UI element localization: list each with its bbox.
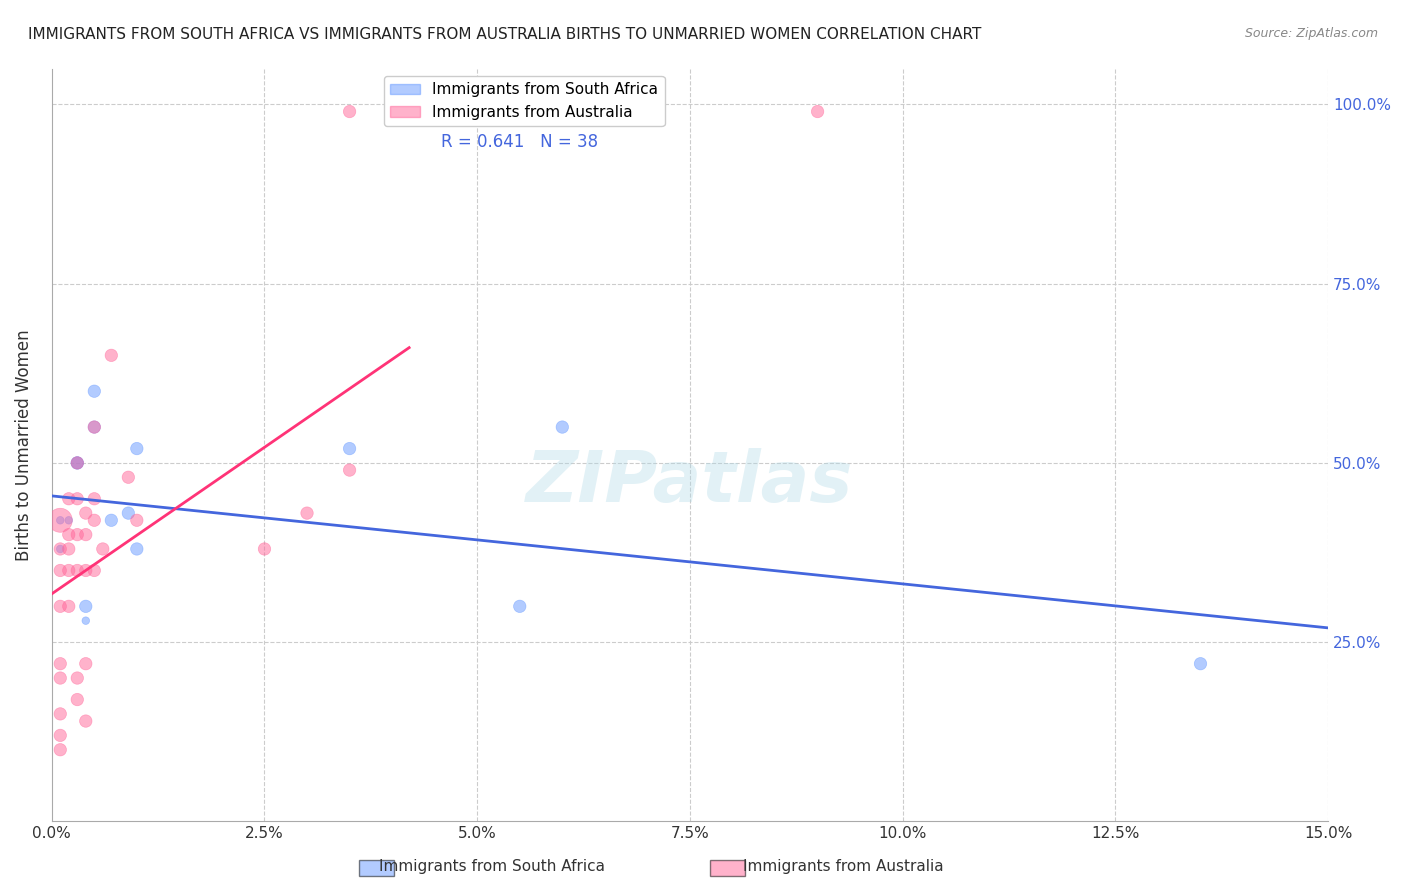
Point (75, 614, 97, 628)
Point (339, 442, 361, 456)
Point (49, 671, 72, 685)
Point (125, 541, 148, 556)
Point (551, 420, 574, 434)
Point (339, 463, 361, 477)
Text: Immigrants from Australia: Immigrants from Australia (744, 859, 943, 874)
Text: R = 0.204   N = 17: R = 0.204 N = 17 (441, 103, 598, 120)
Text: Source: ZipAtlas.com: Source: ZipAtlas.com (1244, 27, 1378, 40)
Point (49, 657, 72, 671)
Point (58, 599, 80, 614)
Point (66, 564, 89, 578)
Point (83, 564, 105, 578)
Point (58, 491, 80, 506)
Point (66, 692, 89, 706)
Point (58, 513, 80, 527)
Point (66, 491, 89, 506)
Point (75, 527, 97, 541)
Text: ZIPatlas: ZIPatlas (526, 448, 853, 517)
Point (58, 541, 80, 556)
Point (806, 104, 828, 119)
Point (75, 714, 97, 728)
Point (66, 456, 89, 470)
Point (125, 442, 148, 456)
Point (75, 657, 97, 671)
Point (75, 599, 97, 614)
Point (58, 527, 80, 541)
Point (49, 599, 72, 614)
Point (83, 384, 105, 399)
Text: Immigrants from South Africa: Immigrants from South Africa (380, 859, 605, 874)
Point (66, 456, 89, 470)
Point (295, 506, 318, 520)
Point (100, 513, 122, 527)
Point (83, 513, 105, 527)
Legend: Immigrants from South Africa, Immigrants from Australia: Immigrants from South Africa, Immigrants… (384, 76, 665, 126)
Point (125, 513, 148, 527)
Y-axis label: Births to Unmarried Women: Births to Unmarried Women (15, 329, 32, 561)
Point (58, 564, 80, 578)
Point (49, 706, 72, 721)
Point (1189, 657, 1212, 671)
Point (100, 348, 122, 362)
Point (49, 728, 72, 742)
Point (117, 506, 139, 520)
Text: R = 0.641   N = 38: R = 0.641 N = 38 (441, 133, 598, 151)
Point (83, 420, 105, 434)
Point (83, 491, 105, 506)
Point (83, 420, 105, 434)
Point (49, 541, 72, 556)
Point (253, 541, 276, 556)
Point (49, 513, 72, 527)
Point (91, 541, 114, 556)
Point (49, 564, 72, 578)
Point (339, 104, 361, 119)
Point (66, 527, 89, 541)
Point (49, 743, 72, 757)
Point (49, 513, 72, 527)
Point (49, 541, 72, 556)
Point (117, 470, 139, 484)
Text: IMMIGRANTS FROM SOUTH AFRICA VS IMMIGRANTS FROM AUSTRALIA BIRTHS TO UNMARRIED WO: IMMIGRANTS FROM SOUTH AFRICA VS IMMIGRAN… (28, 27, 981, 42)
Point (75, 564, 97, 578)
Point (66, 456, 89, 470)
Point (66, 671, 89, 685)
Point (75, 506, 97, 520)
Point (509, 599, 531, 614)
